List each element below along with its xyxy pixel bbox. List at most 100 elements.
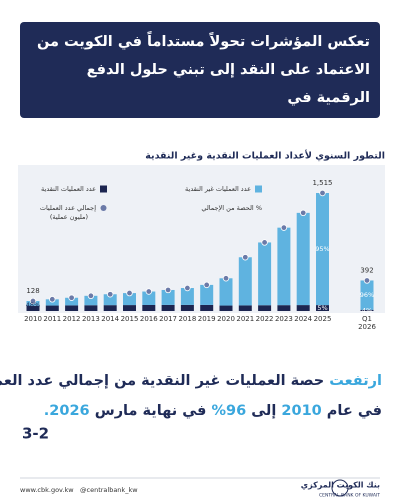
x-tick-label: 2010: [24, 315, 42, 323]
bar-segment: [123, 305, 136, 311]
x-tick-label: 2013: [81, 315, 100, 323]
total-dot: [363, 277, 371, 284]
website: www.cbk.gov.kw: [20, 486, 74, 494]
bar-segment: [238, 257, 252, 306]
bar-segment: [45, 305, 59, 311]
legend-label: (مليون عملية): [50, 213, 88, 221]
bar-segment: [238, 305, 252, 311]
summary-line: في عام 2010 إلى 96% في نهاية مارس 2026.: [20, 396, 382, 426]
total-dot: [184, 284, 191, 292]
total-dot: [319, 189, 326, 197]
x-tick-label: 2019: [197, 315, 216, 323]
total-label: 1,515: [312, 179, 332, 187]
bar-segment: [180, 304, 194, 311]
total-dot: [68, 294, 75, 301]
total-dot: [106, 291, 114, 298]
bar-segment: [123, 293, 136, 306]
x-tick-label: 2015: [120, 315, 139, 323]
total-dot: [280, 224, 288, 231]
summary-line: ارتفعت حصة العمليات غير النقدية من إجمال…: [0, 366, 382, 396]
bar-segment: [219, 278, 233, 306]
total-dot: [222, 275, 230, 282]
logo-emblem: [331, 479, 349, 497]
bar-segment: [219, 305, 233, 311]
logo-arabic: بنك الكويت المركزي: [301, 481, 380, 490]
share-label: 96%: [360, 291, 374, 299]
bar-segment: [316, 193, 329, 306]
x-tick-label: 2024: [294, 315, 313, 323]
summary-text: 96%: [211, 403, 247, 419]
bar-segment: [84, 295, 98, 306]
summary-text: في عام: [321, 403, 382, 419]
header-line: الاعتماد على النقد إلى تبني حلول الدفع ا…: [86, 62, 370, 106]
bar-segment: [200, 304, 214, 311]
summary-text: ارتفعت: [329, 373, 382, 389]
bar-segment: [277, 305, 291, 311]
chart-title: التطور السنوي لأعداد العمليات النقدية وغ…: [145, 150, 385, 162]
bar-segment: [26, 305, 40, 311]
x-tick-label: 2018: [178, 315, 197, 323]
bar-segment: [360, 309, 374, 311]
bar-segment: [200, 284, 214, 305]
summary-text: إلى: [246, 403, 282, 419]
share-label: 95%: [315, 245, 329, 253]
summary-text: حصة العمليات غير النقدية من إجمالي عدد ا…: [0, 373, 325, 389]
bar-segment: [84, 305, 98, 311]
page-number: 3-2: [22, 425, 49, 443]
total-dot: [87, 292, 95, 300]
legend-label: عدد العمليات غير النقدية: [185, 185, 251, 193]
logo-english: CENTRAL BANK OF KUWAIT: [319, 493, 380, 499]
x-tick-label: 2014: [101, 315, 120, 323]
legend-label: عدد العمليات النقدية: [41, 185, 96, 193]
bar-segment: [161, 289, 175, 305]
legend-label: إجمالي عدد العمليات: [40, 204, 96, 212]
bar-segment: [65, 297, 79, 306]
x-tick-label: Q1 2026: [358, 315, 376, 331]
total-dot: [145, 288, 152, 295]
bar-segment: [65, 305, 79, 311]
bar-segment: [277, 227, 291, 306]
x-tick-label: 2023: [274, 315, 293, 323]
bar-segment: [103, 305, 117, 311]
total-dot: [29, 297, 37, 305]
x-tick-label: 2017: [159, 315, 177, 323]
bar-segment: [142, 291, 156, 306]
bar-segment: [103, 294, 117, 306]
bar-segment: [316, 305, 329, 311]
bar-segment: [296, 212, 310, 306]
summary-text: في نهاية مارس: [89, 403, 212, 419]
total-label: 392: [360, 266, 373, 274]
total-dot: [261, 239, 268, 246]
total-dot: [242, 254, 249, 261]
total-dot: [49, 296, 56, 303]
header-line: الاستخدامات اليومية: [227, 118, 370, 134]
total-dot: [203, 281, 210, 289]
legend-swatch: [100, 185, 107, 193]
handle: @centralbank_kw: [80, 486, 138, 494]
total-label: 128: [26, 287, 39, 295]
header: تعكس المؤشرات تحولاً مستداماً في الكويت …: [20, 22, 380, 134]
share-label: 4%: [362, 306, 372, 314]
summary-text: 2010: [281, 403, 322, 419]
legend-dot: [100, 205, 107, 211]
x-tick-label: 2022: [255, 315, 274, 323]
total-dot: [126, 289, 133, 297]
summary-text: 2026.: [43, 403, 90, 419]
total-dot: [164, 286, 172, 294]
bar-segment: [161, 304, 175, 311]
share-label: 48%: [26, 301, 40, 309]
bar-segment: [258, 305, 272, 311]
summary: ارتفعت حصة العمليات غير النقدية من إجمال…: [0, 366, 382, 426]
bar-segment: [180, 288, 194, 305]
share-label: 5%: [317, 304, 327, 312]
bar-segment: [360, 280, 374, 310]
x-tick-label: 2025: [313, 315, 332, 323]
legend-label: الحصة من الإجمالي %: [201, 204, 262, 212]
x-tick-label: 2012: [62, 315, 81, 323]
x-tick-label: 2016: [139, 315, 158, 323]
header-line: تعكس المؤشرات تحولاً مستداماً في الكويت …: [36, 34, 370, 50]
total-dot: [300, 209, 307, 217]
x-tick-label: 2011: [43, 315, 62, 323]
